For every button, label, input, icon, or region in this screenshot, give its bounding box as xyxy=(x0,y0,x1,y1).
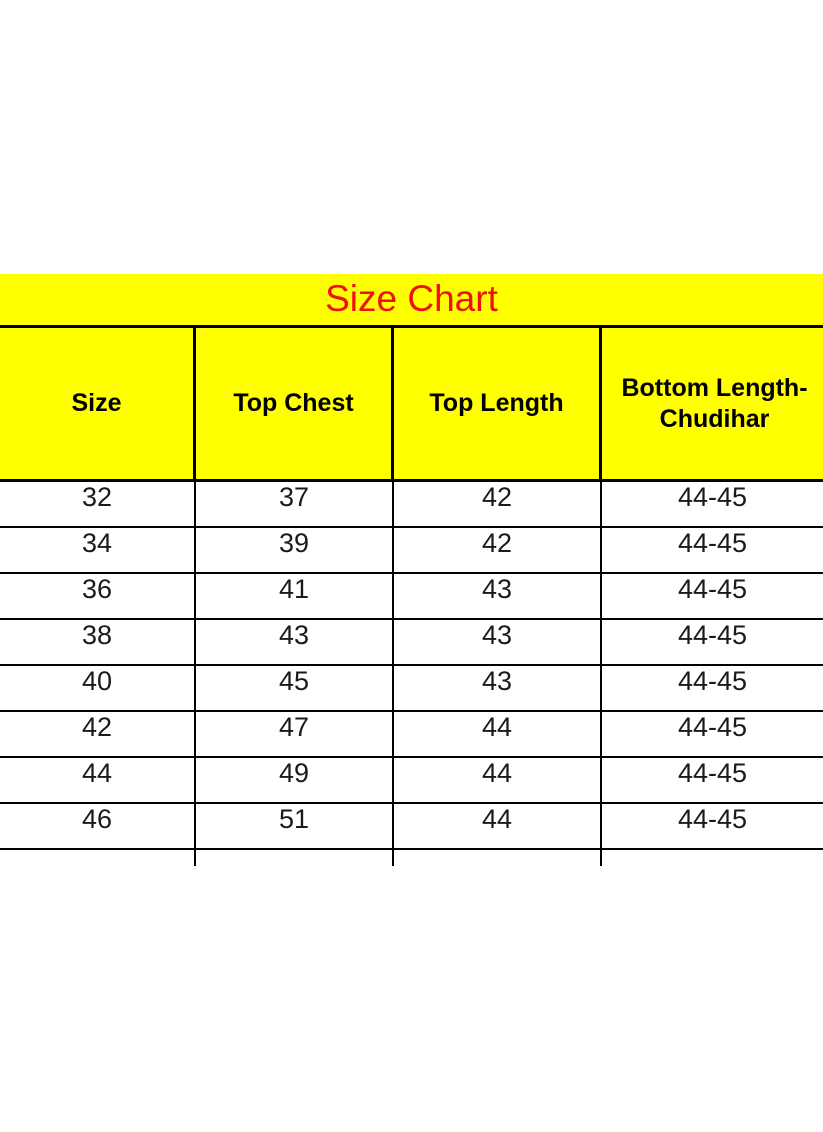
column-header-top-length-label: Top Length xyxy=(429,389,564,418)
cell-top-length: 44 xyxy=(394,758,602,802)
table-row: 44 49 44 44-45 xyxy=(0,758,823,804)
column-header-top-chest: Top Chest xyxy=(196,328,394,479)
cell-top-length: 43 xyxy=(394,666,602,710)
table-row: 38 43 43 44-45 xyxy=(0,620,823,666)
size-chart-table: Size Chart Size Top Chest Top Length Bot… xyxy=(0,274,823,866)
cell-size: 36 xyxy=(0,574,196,618)
cell-top-chest: 45 xyxy=(196,666,394,710)
cell-top-chest: 43 xyxy=(196,620,394,664)
column-divider-1 xyxy=(194,850,196,866)
cell-top-length: 43 xyxy=(394,574,602,618)
table-row: 36 41 43 44-45 xyxy=(0,574,823,620)
column-header-bottom-length-chudihar-label: Bottom Length-Chudihar xyxy=(621,374,808,433)
cell-size: 32 xyxy=(0,482,196,526)
cell-size: 38 xyxy=(0,620,196,664)
column-header-top-chest-label: Top Chest xyxy=(233,389,354,418)
cell-top-chest: 49 xyxy=(196,758,394,802)
cell-top-chest: 51 xyxy=(196,804,394,848)
table-row: 42 47 44 44-45 xyxy=(0,712,823,758)
column-header-top-length: Top Length xyxy=(394,328,602,479)
page-title: Size Chart xyxy=(325,277,498,319)
cell-top-length: 44 xyxy=(394,804,602,848)
cell-bottom-length: 44-45 xyxy=(677,574,748,604)
cell-top-chest: 47 xyxy=(196,712,394,756)
cell-bottom-length: 44-45 xyxy=(677,804,748,834)
table-row: 32 37 42 44-45 xyxy=(0,482,823,528)
cell-top-length: 44 xyxy=(394,712,602,756)
column-header-size: Size xyxy=(0,328,196,479)
cell-top-length: 42 xyxy=(394,482,602,526)
cell-top-chest: 41 xyxy=(196,574,394,618)
cell-top-chest: 37 xyxy=(196,482,394,526)
cell-size: 42 xyxy=(0,712,196,756)
table-body: 32 37 42 44-45 34 39 42 44-45 36 41 43 4… xyxy=(0,482,823,866)
table-header-row: Size Top Chest Top Length Bottom Length-… xyxy=(0,328,823,482)
cell-bottom-length: 44-45 xyxy=(677,758,748,788)
cell-bottom-length: 44-45 xyxy=(677,482,748,512)
cell-bottom-length: 44-45 xyxy=(677,666,748,696)
table-row: 40 45 43 44-45 xyxy=(0,666,823,712)
cell-top-chest: 39 xyxy=(196,528,394,572)
table-row: 34 39 42 44-45 xyxy=(0,528,823,574)
cell-size: 40 xyxy=(0,666,196,710)
size-chart-title-band: Size Chart xyxy=(0,274,823,328)
cell-size: 46 xyxy=(0,804,196,848)
column-header-bottom-length-chudihar: Bottom Length-Chudihar xyxy=(602,328,823,479)
cell-bottom-length: 44-45 xyxy=(677,712,748,742)
cell-size: 44 xyxy=(0,758,196,802)
cell-bottom-length: 44-45 xyxy=(677,528,748,558)
cell-top-length: 43 xyxy=(394,620,602,664)
table-row: 46 51 44 44-45 xyxy=(0,804,823,850)
column-divider-2 xyxy=(392,850,394,866)
cell-top-length: 42 xyxy=(394,528,602,572)
column-divider-3 xyxy=(600,850,602,866)
column-header-size-label: Size xyxy=(71,389,122,418)
cell-bottom-length: 44-45 xyxy=(677,620,748,650)
cell-size: 34 xyxy=(0,528,196,572)
